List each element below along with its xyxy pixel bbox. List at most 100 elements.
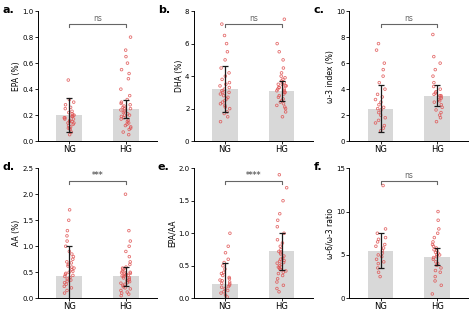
Point (220, 289, 228, 294)
Point (64, 279, 71, 284)
Point (377, 113, 384, 118)
Point (277, 250, 284, 255)
Point (430, 235, 438, 240)
Point (219, 263, 227, 268)
Point (438, 105, 446, 110)
Point (374, 106, 382, 111)
Point (282, 109, 290, 114)
Point (433, 252, 441, 257)
Point (277, 247, 285, 252)
Point (125, 76, 132, 81)
Point (221, 33, 228, 38)
Point (66, 207, 73, 212)
Point (374, 231, 381, 236)
Point (117, 87, 125, 92)
Point (65, 249, 73, 254)
Point (222, 250, 229, 255)
Point (124, 61, 131, 66)
Point (61, 115, 68, 120)
Point (276, 267, 283, 272)
Point (221, 74, 229, 79)
Point (374, 92, 382, 97)
Point (124, 118, 132, 123)
Point (274, 218, 282, 223)
Y-axis label: ω-3 index (%): ω-3 index (%) (326, 50, 335, 103)
Point (226, 231, 234, 236)
Point (119, 284, 127, 289)
Point (223, 41, 230, 46)
Point (225, 70, 233, 75)
Point (275, 289, 283, 294)
Point (432, 250, 439, 255)
Point (219, 100, 226, 105)
Point (280, 231, 288, 236)
Point (277, 257, 284, 262)
Point (118, 100, 125, 105)
Point (282, 268, 290, 274)
Point (69, 122, 77, 127)
Point (273, 224, 281, 229)
Point (226, 281, 234, 287)
Point (219, 273, 227, 278)
Point (281, 80, 288, 85)
Bar (113, 109, 138, 141)
Point (122, 264, 130, 269)
Point (280, 92, 288, 97)
Point (64, 238, 71, 243)
Point (123, 122, 131, 127)
Point (375, 80, 383, 85)
Point (436, 252, 443, 257)
Point (64, 228, 71, 233)
Point (64, 120, 72, 126)
Point (438, 96, 445, 101)
Point (218, 271, 225, 276)
Point (122, 54, 130, 59)
Point (223, 96, 230, 101)
Point (68, 251, 76, 256)
Point (281, 105, 289, 110)
Point (381, 123, 388, 128)
Point (275, 265, 283, 270)
Point (282, 106, 289, 111)
Point (438, 283, 445, 288)
Point (63, 282, 70, 287)
Point (64, 262, 72, 267)
Point (121, 271, 128, 276)
Point (279, 57, 287, 62)
Point (377, 128, 384, 133)
Point (217, 92, 224, 97)
Point (121, 282, 129, 287)
Point (429, 32, 437, 37)
Point (275, 249, 283, 254)
Point (125, 132, 133, 137)
Point (67, 124, 74, 129)
Point (121, 268, 129, 273)
Point (123, 289, 131, 294)
Point (225, 284, 232, 289)
Point (127, 102, 134, 107)
Point (221, 267, 229, 272)
Point (64, 276, 71, 281)
Point (283, 185, 291, 190)
Point (70, 113, 78, 118)
Point (66, 132, 73, 137)
Point (67, 105, 74, 110)
Point (217, 291, 225, 296)
Text: ns: ns (249, 14, 258, 23)
Point (219, 90, 227, 95)
Point (124, 111, 131, 116)
Point (127, 271, 134, 276)
Point (121, 106, 128, 111)
Point (276, 211, 283, 216)
Bar (368, 250, 393, 298)
Point (382, 235, 389, 240)
Point (68, 260, 75, 265)
Point (126, 276, 133, 281)
Point (119, 105, 127, 110)
Point (430, 84, 438, 89)
Point (279, 256, 286, 261)
Point (437, 115, 444, 120)
Point (434, 231, 441, 236)
Point (278, 70, 285, 75)
Point (226, 280, 234, 285)
